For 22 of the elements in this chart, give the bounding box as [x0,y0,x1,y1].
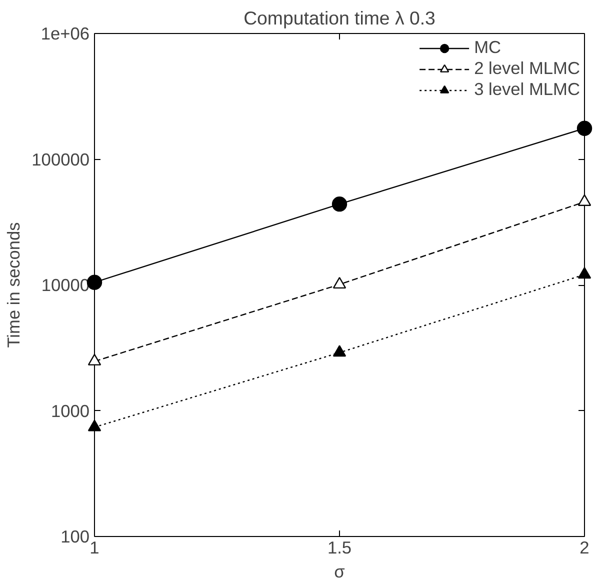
point [332,345,346,357]
y-tick-label: 1e+06 [40,24,90,44]
point [578,267,592,279]
point [88,420,102,432]
y-tick-label: 10000 [41,275,90,295]
point [332,276,346,289]
x-axis-title: σ [334,562,346,582]
legend-label: MC [474,37,502,58]
chart-title: Computation time λ 0.3 [244,8,436,28]
y-tick-label: 1000 [50,400,90,421]
x-tick-label: 2 [580,538,590,558]
point [576,120,592,136]
y-axis-title: Time in seconds [4,222,24,348]
y-tick-label: 100 [60,526,90,546]
point [88,354,102,366]
y-tick-label: 100000 [32,149,90,170]
point [332,196,348,212]
legend-label: 3 level MLMC [474,79,580,100]
legend-label: 2 level MLMC [474,58,580,79]
point [578,194,592,206]
x-tick-label: 1.5 [327,538,352,558]
x-tick-label: 1 [90,538,100,558]
